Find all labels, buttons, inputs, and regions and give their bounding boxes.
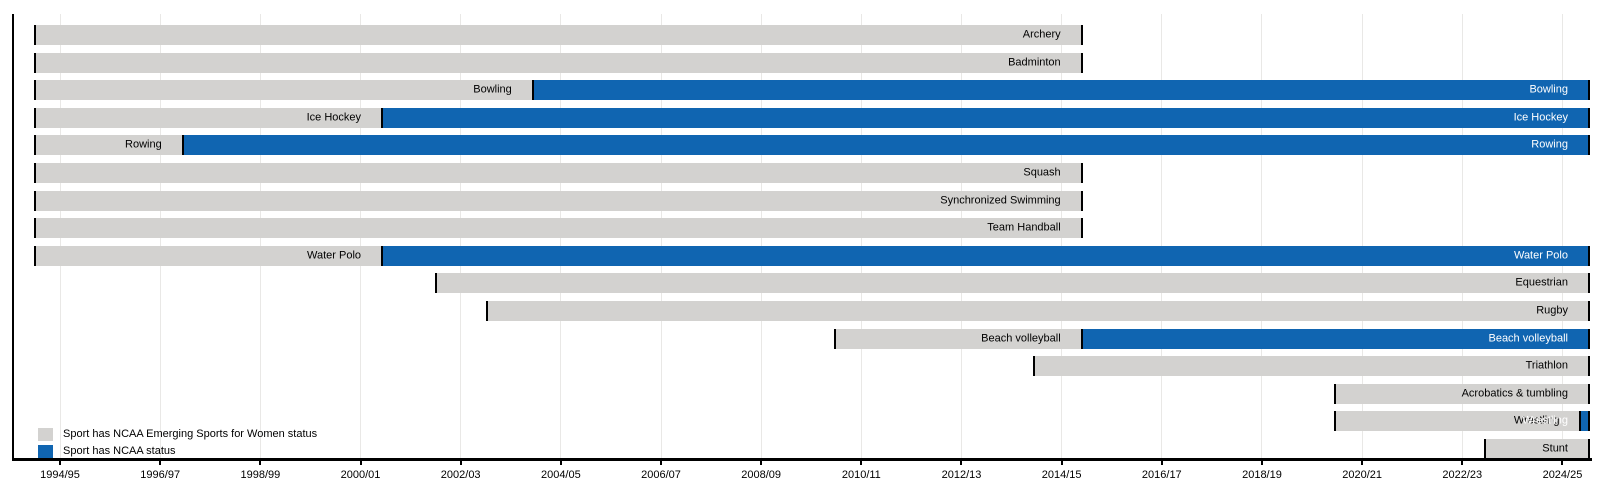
x-axis-baseline bbox=[12, 458, 1592, 461]
bar-beach-volleyball-ncaa: Beach volleyball bbox=[1082, 328, 1590, 349]
bar-label-triathlon-emerging: Triathlon bbox=[1525, 359, 1568, 372]
tick-mark-2004-05 bbox=[559, 461, 562, 465]
gridline-2016-17 bbox=[1161, 14, 1163, 458]
bar-synchronized-swimming-emerging: Synchronized Swimming bbox=[34, 190, 1083, 211]
tick-mark-2014-15 bbox=[1060, 461, 1063, 465]
tick-mark-2006-07 bbox=[660, 461, 662, 465]
tick-label-1998-99: 1998/99 bbox=[240, 469, 281, 481]
tick-mark-2018-19 bbox=[1260, 461, 1263, 465]
bar-acrobatics-tumbling-emerging: Acrobatics & tumbling bbox=[1333, 383, 1590, 404]
tick-label-2018-19: 2018/19 bbox=[1242, 469, 1282, 481]
bar-triathlon-emerging: Triathlon bbox=[1032, 356, 1590, 377]
legend-swatch-emerging bbox=[38, 427, 53, 441]
bar-label-water-polo-ncaa: Water Polo bbox=[1513, 249, 1568, 262]
tick-mark-2008-09 bbox=[760, 461, 763, 465]
tick-label-1996-97: 1996/97 bbox=[140, 469, 181, 481]
bar-bowling-ncaa: Bowling bbox=[533, 80, 1590, 101]
bar-wrestling-emerging: Wrestling bbox=[1333, 411, 1582, 432]
tick-label-2014-15: 2014/15 bbox=[1041, 469, 1082, 481]
bar-label-beach-volleyball-ncaa: Beach volleyball bbox=[1488, 332, 1568, 345]
bar-label-ice-hockey-emerging: Ice Hockey bbox=[306, 111, 362, 124]
bar-wrestling-ncaa: Wrestling bbox=[1522, 411, 1590, 432]
legend-row-ncaa: Sport has NCAA status bbox=[38, 444, 317, 458]
legend-label-emerging: Sport has NCAA Emerging Sports for Women… bbox=[63, 428, 318, 440]
bar-label-squash-emerging: Squash bbox=[1023, 166, 1061, 179]
gridline-2018-19 bbox=[1261, 14, 1263, 458]
bar-rugby-emerging: Rugby bbox=[485, 301, 1590, 321]
tick-label-2012-13: 2012/13 bbox=[941, 469, 982, 481]
bar-label-wrestling-ncaa: Wrestling bbox=[1522, 414, 1568, 427]
bar-archery-emerging: Archery bbox=[34, 25, 1083, 45]
legend-row-emerging: Sport has NCAA Emerging Sports for Women… bbox=[38, 427, 317, 441]
bar-stunt-emerging: Stunt bbox=[1483, 439, 1590, 459]
tick-label-2002-03: 2002/03 bbox=[440, 469, 481, 481]
tick-mark-2000-01 bbox=[359, 461, 362, 465]
tick-label-2004-05: 2004/05 bbox=[540, 469, 581, 481]
tick-mark-2010-11 bbox=[860, 461, 863, 465]
bar-beach-volleyball-emerging: Beach volleyball bbox=[833, 328, 1083, 349]
bar-label-wrestling-emerging: Wrestling bbox=[1513, 414, 1560, 427]
bar-label-rugby-emerging: Rugby bbox=[1536, 304, 1568, 317]
bar-equestrian-emerging: Equestrian bbox=[435, 273, 1590, 294]
bar-water-polo-ncaa: Water Polo bbox=[383, 245, 1590, 266]
bar-ice-hockey-emerging: Ice Hockey bbox=[34, 107, 384, 128]
bar-label-equestrian-emerging: Equestrian bbox=[1515, 276, 1568, 289]
legend-swatch-ncaa bbox=[38, 444, 53, 458]
bar-label-acrobatics-tumbling-emerging: Acrobatics & tumbling bbox=[1461, 387, 1568, 400]
tick-mark-2002-03 bbox=[459, 461, 462, 465]
bar-label-rowing-ncaa: Rowing bbox=[1531, 138, 1568, 151]
gridline-2020-21 bbox=[1361, 14, 1363, 458]
tick-label-2022-23: 2022/23 bbox=[1442, 469, 1483, 481]
bar-label-archery-emerging: Archery bbox=[1022, 28, 1061, 41]
bar-label-synchronized-swimming-emerging: Synchronized Swimming bbox=[940, 194, 1061, 207]
bar-label-team-handball-emerging: Team Handball bbox=[987, 221, 1061, 234]
bar-label-bowling-ncaa: Bowling bbox=[1529, 83, 1568, 96]
y-axis-line bbox=[12, 14, 14, 461]
tick-label-2006-07: 2006/07 bbox=[641, 469, 681, 481]
tick-mark-2022-23 bbox=[1461, 461, 1464, 465]
bar-rowing-ncaa: Rowing bbox=[183, 135, 1590, 156]
bar-label-water-polo-emerging: Water Polo bbox=[307, 249, 362, 262]
tick-mark-1996-97 bbox=[159, 461, 162, 465]
tick-label-2024-25: 2024/25 bbox=[1542, 469, 1583, 481]
bar-rowing-emerging: Rowing bbox=[34, 135, 184, 156]
bar-label-stunt-emerging: Stunt bbox=[1542, 442, 1568, 455]
tick-mark-1994-95 bbox=[59, 461, 62, 465]
bar-label-rowing-emerging: Rowing bbox=[125, 138, 162, 151]
bar-team-handball-emerging: Team Handball bbox=[34, 218, 1083, 239]
tick-label-2010-11: 2010/11 bbox=[841, 469, 881, 481]
tick-mark-2012-13 bbox=[960, 461, 963, 465]
gridline-2024-25 bbox=[1561, 14, 1563, 458]
tick-label-1994-95: 1994/95 bbox=[40, 469, 80, 481]
bar-ice-hockey-ncaa: Ice Hockey bbox=[383, 107, 1590, 128]
tick-mark-2020-21 bbox=[1361, 461, 1364, 465]
bar-badminton-emerging: Badminton bbox=[34, 52, 1083, 73]
bar-label-ice-hockey-ncaa: Ice Hockey bbox=[1513, 111, 1568, 124]
tick-label-2000-01: 2000/01 bbox=[340, 469, 381, 481]
bar-label-badminton-emerging: Badminton bbox=[1008, 56, 1061, 69]
tick-mark-2024-25 bbox=[1561, 461, 1564, 465]
bar-water-polo-emerging: Water Polo bbox=[34, 245, 384, 266]
tick-label-2008-09: 2008/09 bbox=[741, 469, 782, 481]
legend-label-ncaa: Sport has NCAA status bbox=[63, 445, 176, 457]
tick-label-2016-17: 2016/17 bbox=[1141, 469, 1182, 481]
legend: Sport has NCAA Emerging Sports for Women… bbox=[38, 427, 317, 461]
bar-label-bowling-emerging: Bowling bbox=[473, 83, 512, 96]
tick-mark-1998-99 bbox=[259, 461, 262, 465]
tick-mark-2016-17 bbox=[1160, 461, 1163, 465]
bar-squash-emerging: Squash bbox=[34, 163, 1083, 183]
bar-label-beach-volleyball-emerging: Beach volleyball bbox=[981, 332, 1061, 345]
tick-label-2020-21: 2020/21 bbox=[1342, 469, 1383, 481]
bar-bowling-emerging: Bowling bbox=[34, 80, 534, 101]
gridline-2022-23 bbox=[1461, 14, 1463, 458]
